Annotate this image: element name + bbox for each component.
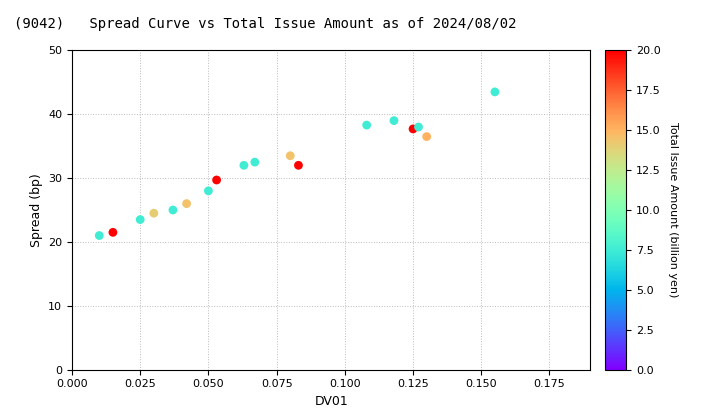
Point xyxy=(148,210,160,217)
X-axis label: DV01: DV01 xyxy=(315,395,348,408)
Point xyxy=(107,229,119,236)
Y-axis label: Total Issue Amount (billion yen): Total Issue Amount (billion yen) xyxy=(667,122,678,298)
Point xyxy=(293,162,305,169)
Point xyxy=(489,89,500,95)
Text: (9042)   Spread Curve vs Total Issue Amount as of 2024/08/02: (9042) Spread Curve vs Total Issue Amoun… xyxy=(14,17,517,31)
Point xyxy=(421,133,433,140)
Point xyxy=(361,122,372,129)
Point xyxy=(408,126,419,132)
Point xyxy=(135,216,146,223)
Point xyxy=(238,162,250,169)
Point xyxy=(388,117,400,124)
Point xyxy=(167,207,179,213)
Point xyxy=(413,123,424,130)
Y-axis label: Spread (bp): Spread (bp) xyxy=(30,173,42,247)
Point xyxy=(202,187,214,194)
Point xyxy=(181,200,192,207)
Point xyxy=(284,152,296,159)
Point xyxy=(211,177,222,184)
Point xyxy=(94,232,105,239)
Point xyxy=(249,159,261,165)
